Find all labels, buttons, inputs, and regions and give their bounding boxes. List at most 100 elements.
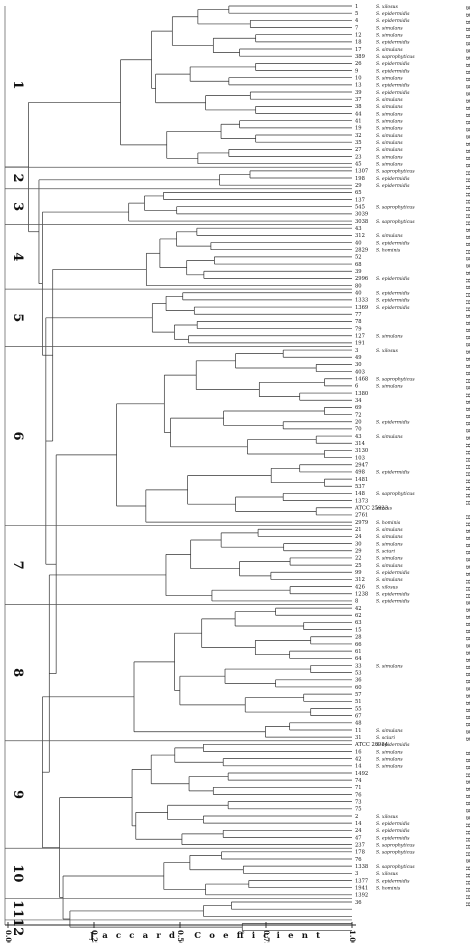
leaf-species: S. simulans bbox=[376, 111, 403, 117]
leaf-species: S. epidermidis bbox=[376, 68, 410, 74]
leaf-species: S. epidermidis bbox=[376, 592, 410, 598]
leaf-id: 1392 bbox=[355, 893, 368, 899]
leaf-origin: B bbox=[464, 264, 470, 268]
cluster-label: 9 bbox=[10, 790, 25, 799]
leaf-origin: H bbox=[464, 379, 470, 384]
leaf-id: 65 bbox=[355, 190, 362, 196]
leaf-id: 72 bbox=[355, 412, 362, 418]
cluster-label: 3 bbox=[10, 202, 25, 211]
leaf-origin: B bbox=[464, 565, 470, 569]
leaf-species: S. saprophyticus bbox=[376, 169, 415, 175]
leaf-id: 32 bbox=[355, 133, 362, 139]
leaf-id: 2761 bbox=[355, 513, 368, 519]
leaf-origin: B bbox=[464, 71, 470, 75]
leaf-id: 40 bbox=[355, 240, 362, 246]
leaf-origin: B bbox=[464, 601, 470, 605]
leaf-origin: B bbox=[464, 78, 470, 82]
leaf-species: S. simulans bbox=[376, 126, 403, 132]
leaf-id: 37 bbox=[355, 97, 362, 103]
leaf-origin: B bbox=[464, 615, 470, 619]
leaf-origin: H bbox=[464, 293, 470, 298]
leaf-id: 25 bbox=[355, 563, 362, 569]
leaf-species: S. simulans bbox=[376, 118, 403, 124]
leaf-id: 14 bbox=[355, 821, 362, 827]
leaf-id: 30 bbox=[355, 541, 362, 547]
leaf-origin: H bbox=[464, 192, 470, 197]
leaf-id: 63 bbox=[355, 620, 362, 626]
leaf-species: S. simulans bbox=[376, 663, 403, 669]
leaf-origin: H bbox=[464, 579, 470, 584]
leaf-id: 41 bbox=[355, 118, 362, 124]
leaf-id: 314 bbox=[355, 441, 366, 447]
leaf-id: 2996 bbox=[355, 276, 368, 282]
leaf-origin: B bbox=[464, 644, 470, 648]
leaf-id: 14 bbox=[355, 764, 362, 770]
leaf-origin: B bbox=[464, 723, 470, 727]
leaf-id: 61 bbox=[355, 649, 362, 655]
leaf-origin: H bbox=[464, 587, 470, 592]
dendrogram-branches bbox=[5, 5, 352, 932]
leaf-origin: H bbox=[464, 895, 470, 900]
leaf-species: S. hominis bbox=[376, 248, 401, 254]
leaf-id: 60 bbox=[355, 685, 362, 691]
leaf-species: S. xilosus bbox=[376, 584, 399, 590]
leaf-origin: B bbox=[464, 350, 470, 354]
leaf-origin: B bbox=[464, 121, 470, 125]
leaf-origin: H bbox=[464, 830, 470, 835]
leaf-id: 1338 bbox=[355, 864, 368, 870]
leaf-species: S. epidermidis bbox=[376, 18, 410, 24]
leaf-origin: H bbox=[464, 486, 470, 491]
leaf-id: 17 bbox=[355, 47, 362, 53]
leaf-species: S. simulans bbox=[376, 32, 403, 38]
leaf-id: 103 bbox=[355, 455, 365, 461]
leaf-species: S. simulans bbox=[376, 334, 403, 340]
leaf-origin: H bbox=[464, 178, 470, 183]
leaf-species: S. epidermidis bbox=[376, 599, 410, 605]
cluster-label: 8 bbox=[10, 668, 25, 677]
leaf-origin: H bbox=[464, 873, 470, 878]
leaf-id: 31 bbox=[355, 735, 362, 741]
leaf-labels: 1 S. xilosus B 5 S. epidermidis B 4 S. epidermi… bbox=[354, 4, 470, 907]
leaf-origin: H bbox=[464, 221, 470, 226]
leaf-id: 18 bbox=[355, 40, 362, 46]
leaf-origin: B bbox=[464, 802, 470, 806]
leaf-id: 2 bbox=[355, 814, 358, 820]
leaf-species: S. simulans bbox=[376, 140, 403, 146]
leaf-id: 4 bbox=[355, 18, 359, 24]
leaf-species: S. epidermidis bbox=[376, 183, 410, 189]
leaf-species: S. epidermidis bbox=[376, 90, 410, 96]
leaf-origin: H bbox=[464, 250, 470, 255]
leaf-species: S. simulans bbox=[376, 154, 403, 160]
leaf-species: S. simulans bbox=[376, 534, 403, 540]
leaf-species: S. simulans bbox=[376, 384, 403, 390]
leaf-species: S. saprophyticus bbox=[376, 491, 415, 497]
leaf-origin: H bbox=[464, 522, 470, 527]
leaf-species: S. epidermidis bbox=[376, 291, 410, 297]
similarity-axis: 0.00 0.25 0.50 0.75 1.00 Jaccard Coefficient bbox=[4, 922, 357, 943]
leaf-origin: B bbox=[464, 99, 470, 103]
leaf-id: 1468 bbox=[355, 377, 368, 383]
leaf-id: 40 bbox=[355, 291, 362, 297]
leaf-origin: B bbox=[464, 637, 470, 641]
leaf-species: S. saprophyticus bbox=[376, 219, 415, 225]
leaf-id: 3 bbox=[355, 348, 358, 354]
leaf-origin: B bbox=[464, 651, 470, 655]
leaf-origin: B bbox=[464, 622, 470, 626]
leaf-id: 55 bbox=[355, 706, 362, 712]
leaf-id: 36 bbox=[355, 678, 362, 684]
leaf-origin: B bbox=[464, 415, 470, 419]
leaf-origin: B bbox=[464, 701, 470, 705]
leaf-species: S. simulans bbox=[376, 563, 403, 569]
leaf-origin: H bbox=[464, 837, 470, 842]
leaf-id: 43 bbox=[355, 434, 362, 440]
leaf-id: 3039 bbox=[355, 212, 368, 218]
leaf-species: S. saprophyticus bbox=[376, 205, 415, 211]
leaf-id: 78 bbox=[355, 319, 362, 325]
leaf-origin: B bbox=[464, 716, 470, 720]
leaf-origin: H bbox=[464, 307, 470, 312]
leaf-origin: B bbox=[464, 63, 470, 67]
axis-tick-label: 0.75 bbox=[262, 930, 271, 943]
leaf-id: 42 bbox=[355, 756, 362, 762]
leaf-species: S. simulans bbox=[376, 434, 403, 440]
leaf-id: 198 bbox=[355, 176, 365, 182]
